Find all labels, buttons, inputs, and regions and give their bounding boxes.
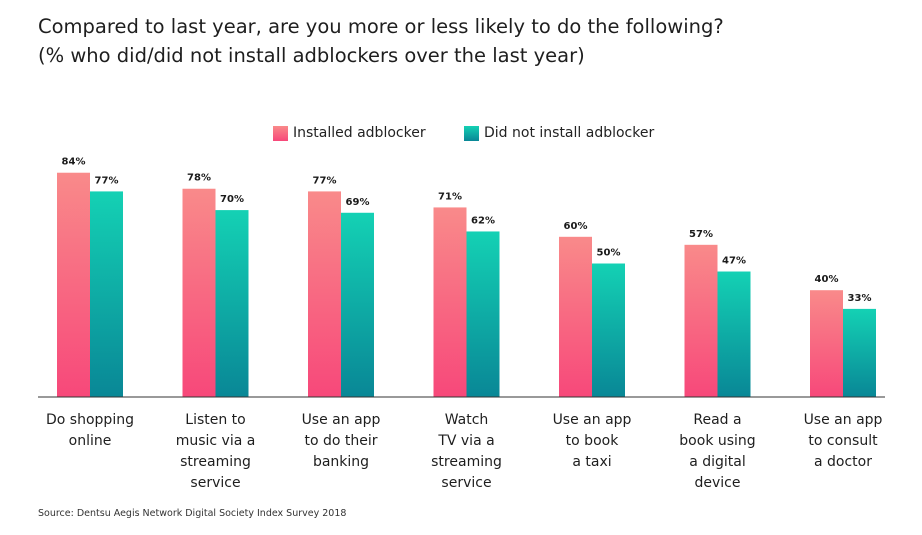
title-line-1: Compared to last year, are you more or l… xyxy=(38,15,724,38)
legend-swatch-installed xyxy=(273,125,288,141)
legend: Installed adblocker Did not install adbl… xyxy=(0,123,922,143)
data-label-not-installed-6: 47% xyxy=(722,256,746,267)
bar-not-installed-2 xyxy=(215,210,249,397)
bar-installed-5 xyxy=(559,236,592,397)
data-label-not-installed-3: 69% xyxy=(346,197,370,208)
x-tick-label-5: Use an app to book a taxi xyxy=(553,412,632,470)
legend-label-installed: Installed adblocker xyxy=(293,125,426,141)
data-label-not-installed-7: 33% xyxy=(848,293,872,304)
bar-not-installed-5 xyxy=(592,263,625,397)
x-tick-label-3: Use an app to do their banking xyxy=(302,412,381,470)
data-label-installed-6: 57% xyxy=(689,229,713,240)
data-label-installed-1: 84% xyxy=(62,157,86,168)
bar-installed-4 xyxy=(433,207,467,397)
x-tick-label-4: Watch TV via a streaming service xyxy=(431,412,502,491)
data-label-installed-4: 71% xyxy=(438,191,462,202)
data-label-not-installed-5: 50% xyxy=(597,248,621,259)
x-axis-labels: Do shopping online Listen to music via a str… xyxy=(46,412,883,491)
x-tick-label-6: Read a book using a digital device xyxy=(679,412,755,491)
x-tick-label-7: Use an app to consult a doctor xyxy=(804,412,883,470)
source-note: Source: Dentsu Aegis Network Digital Soc… xyxy=(38,508,347,519)
data-label-not-installed-2: 70% xyxy=(220,194,244,205)
bar-not-installed-4 xyxy=(466,231,500,397)
bar-installed-3 xyxy=(308,191,341,397)
legend-swatch-not-installed xyxy=(464,125,479,141)
bar-installed-2 xyxy=(182,188,216,397)
data-label-installed-7: 40% xyxy=(815,274,839,285)
x-tick-label-1: Do shopping online xyxy=(46,412,134,449)
legend-label-not-installed: Did not install adblocker xyxy=(484,125,655,141)
x-tick-label-2: Listen to music via a streaming service xyxy=(176,412,256,491)
data-label-installed-5: 60% xyxy=(564,221,588,232)
bar-not-installed-3 xyxy=(341,212,374,397)
bar-not-installed-7 xyxy=(843,308,876,397)
bar-not-installed-6 xyxy=(717,271,751,397)
bar-installed-1 xyxy=(57,172,90,397)
chart-title: Compared to last year, are you more or l… xyxy=(38,12,724,70)
bar-not-installed-1 xyxy=(90,191,123,397)
title-line-2: (% who did/did not install adblockers ov… xyxy=(38,44,585,67)
bar-installed-7 xyxy=(810,290,843,397)
data-label-not-installed-1: 77% xyxy=(95,175,119,186)
bars-group: 84% 77% 78% 70% 77% 69% 71% 62% 60% 50% 57% 47% 40% 3… xyxy=(57,157,876,397)
data-label-not-installed-4: 62% xyxy=(471,215,495,226)
legend-item-installed: Installed adblocker xyxy=(273,123,426,143)
data-label-installed-2: 78% xyxy=(187,173,211,184)
legend-item-not-installed: Did not install adblocker xyxy=(464,123,654,143)
bar-installed-6 xyxy=(684,244,718,397)
data-label-installed-3: 77% xyxy=(313,175,337,186)
